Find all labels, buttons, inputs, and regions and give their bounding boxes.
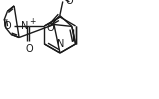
Text: O: O xyxy=(47,23,55,33)
Text: O: O xyxy=(66,0,73,6)
Text: O: O xyxy=(25,44,33,54)
Text: N: N xyxy=(57,39,65,49)
Text: +: + xyxy=(29,18,35,27)
Text: N: N xyxy=(21,21,28,31)
Text: O: O xyxy=(4,21,11,31)
Text: ⁻: ⁻ xyxy=(3,17,8,27)
